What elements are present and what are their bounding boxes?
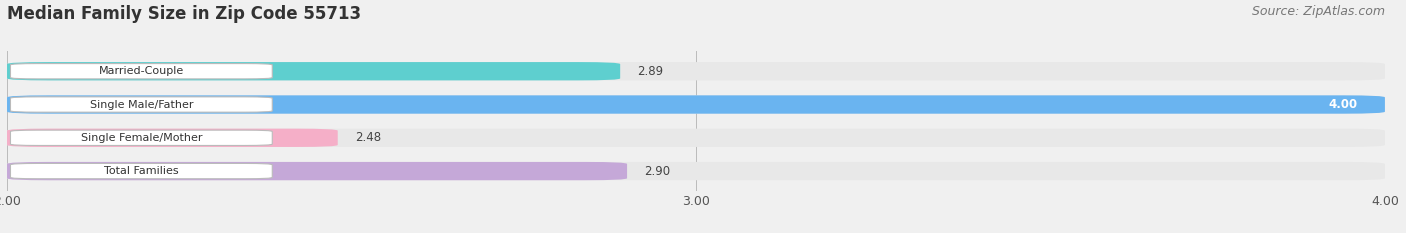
Text: Single Female/Mother: Single Female/Mother: [80, 133, 202, 143]
FancyBboxPatch shape: [10, 97, 273, 112]
FancyBboxPatch shape: [7, 95, 1385, 114]
Text: 2.48: 2.48: [354, 131, 381, 144]
Text: Source: ZipAtlas.com: Source: ZipAtlas.com: [1251, 5, 1385, 18]
FancyBboxPatch shape: [10, 64, 273, 79]
FancyBboxPatch shape: [7, 129, 337, 147]
Text: 4.00: 4.00: [1329, 98, 1357, 111]
FancyBboxPatch shape: [7, 129, 1385, 147]
FancyBboxPatch shape: [10, 163, 273, 179]
FancyBboxPatch shape: [7, 162, 627, 180]
FancyBboxPatch shape: [7, 95, 1385, 114]
FancyBboxPatch shape: [7, 62, 1385, 80]
FancyBboxPatch shape: [7, 62, 620, 80]
Text: Married-Couple: Married-Couple: [98, 66, 184, 76]
Text: Total Families: Total Families: [104, 166, 179, 176]
FancyBboxPatch shape: [7, 162, 1385, 180]
Text: Single Male/Father: Single Male/Father: [90, 99, 193, 110]
Text: 2.89: 2.89: [637, 65, 664, 78]
Text: Median Family Size in Zip Code 55713: Median Family Size in Zip Code 55713: [7, 5, 361, 23]
FancyBboxPatch shape: [10, 130, 273, 145]
Text: 2.90: 2.90: [644, 164, 671, 178]
